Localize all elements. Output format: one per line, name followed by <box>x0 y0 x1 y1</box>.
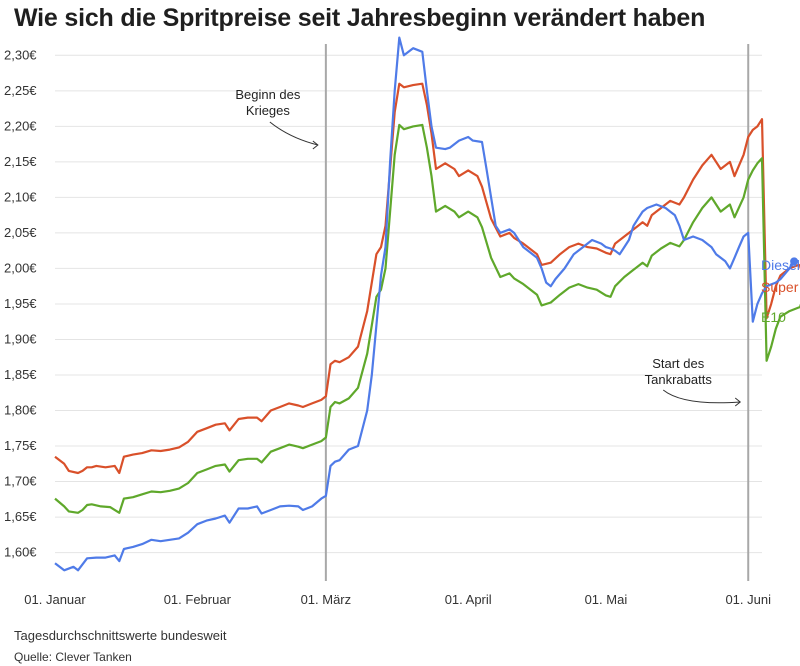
y-tick-label: 1,85€ <box>4 367 37 382</box>
annotation-arrow <box>269 121 318 146</box>
y-tick-label: 2,05€ <box>4 225 37 240</box>
arrow-head <box>312 140 319 150</box>
y-tick-label: 1,75€ <box>4 438 37 453</box>
x-tick-label: 01. Mai <box>585 592 628 607</box>
legend: Diesel Super E10 <box>761 257 800 325</box>
annotation-label: Start des <box>652 356 705 371</box>
y-tick-label: 1,65€ <box>4 509 37 524</box>
legend-label-super: Super <box>761 279 799 295</box>
y-tick-label: 1,80€ <box>4 403 37 418</box>
arrow-head <box>734 397 742 407</box>
y-tick-label: 1,90€ <box>4 331 37 346</box>
chart-title: Wie sich die Spritpreise seit Jahresbegi… <box>14 4 706 32</box>
y-tick-label: 2,10€ <box>4 189 37 204</box>
series-lines <box>54 36 800 572</box>
endpoint-diesel <box>790 257 799 266</box>
y-tick-label: 2,15€ <box>4 154 37 169</box>
event-lines <box>324 44 750 581</box>
footnote: Tagesdurchschnittswerte bundesweit <box>14 628 227 643</box>
y-tick-label: 1,95€ <box>4 296 37 311</box>
annotation-label: Krieges <box>246 103 291 118</box>
y-tick-label: 1,60€ <box>4 545 37 560</box>
annotation-arrow <box>662 389 741 404</box>
x-tick-label: 01. Juni <box>725 592 771 607</box>
x-tick-label: 01. Februar <box>164 592 232 607</box>
series-line-e10 <box>54 123 800 514</box>
source-note: Quelle: Clever Tanken <box>14 650 132 664</box>
y-axis-ticks: 1,60€ 1,65€ 1,70€ 1,75€ 1,80€ 1,85€ 1,90€ 1,95€… <box>4 47 37 559</box>
annotation-label: Tankrabatts <box>645 372 713 387</box>
y-tick-label: 2,25€ <box>4 83 37 98</box>
legend-label-diesel: Diesel <box>761 257 800 273</box>
y-tick-label: 2,30€ <box>4 47 37 62</box>
series-line-super <box>54 82 800 475</box>
x-tick-label: 01. April <box>445 592 492 607</box>
y-tick-label: 2,20€ <box>4 118 37 133</box>
gridlines <box>55 54 762 554</box>
legend-label-e10: E10 <box>761 309 786 325</box>
y-tick-label: 2,00€ <box>4 260 37 275</box>
x-axis-ticks: 01. Januar 01. Februar 01. März 01. April 01… <box>24 592 771 607</box>
annotation-label: Beginn des <box>235 87 301 102</box>
series-line-diesel <box>54 36 796 572</box>
y-tick-label: 1,70€ <box>4 474 37 489</box>
x-tick-label: 01. Januar <box>24 592 86 607</box>
x-tick-label: 01. März <box>301 592 352 607</box>
